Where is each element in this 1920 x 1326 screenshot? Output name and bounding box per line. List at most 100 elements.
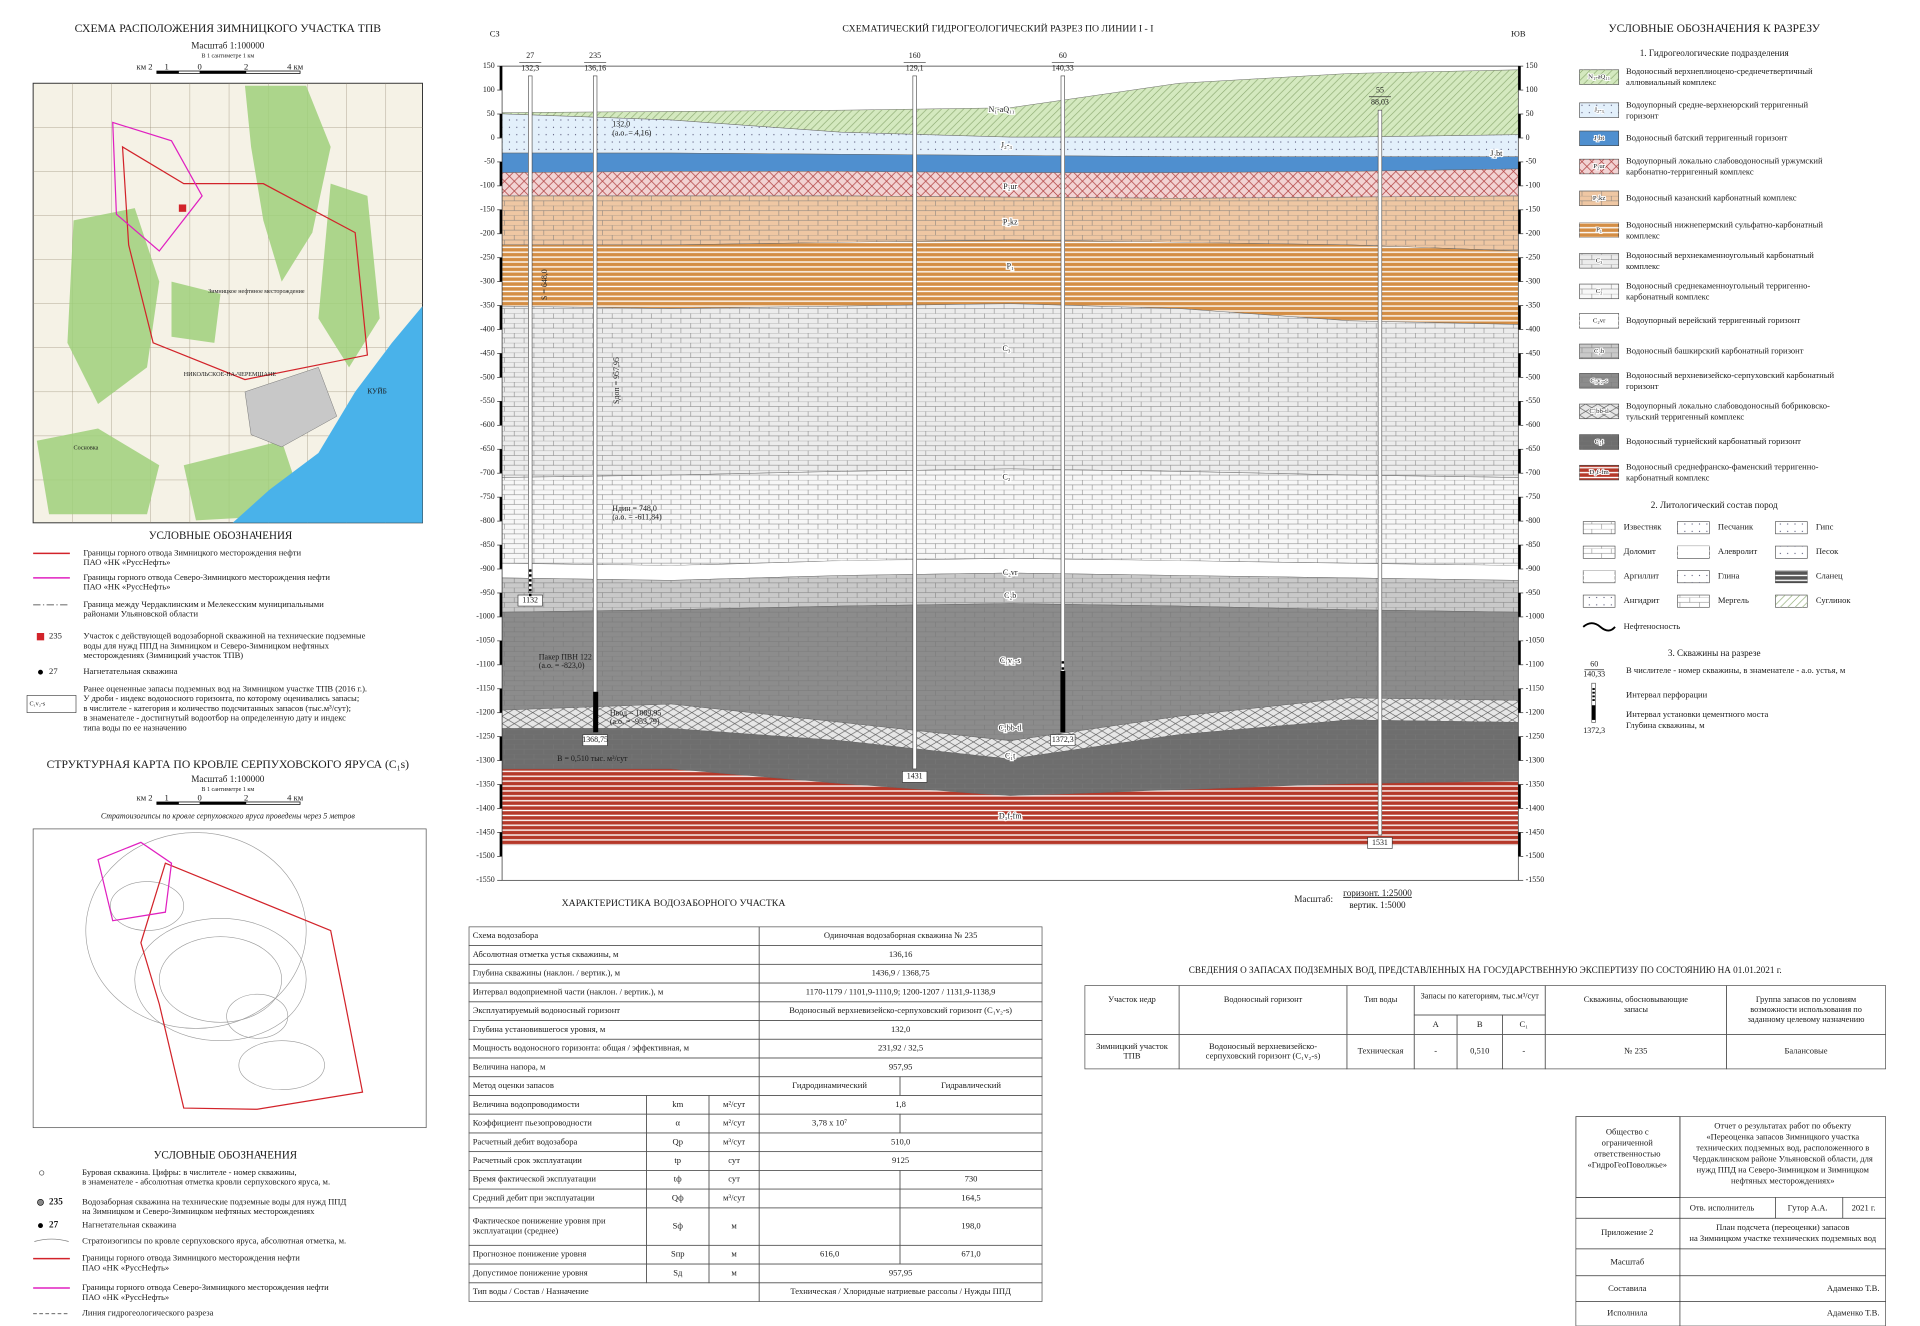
legend-text: Водоносный среднефранско-фаменский терри…: [1626, 462, 1819, 472]
axis-seg: [1518, 497, 1521, 522]
legend-symbol-label: 27: [49, 1220, 59, 1230]
legend-symbol: [39, 1170, 45, 1176]
stamp-report: нефтяных месторождениях»: [1731, 1175, 1835, 1185]
legend-text: Водоносный среднекаменноугольный терриге…: [1626, 280, 1810, 290]
elevation-label: -650: [1526, 444, 1541, 453]
license-boundary: [140, 862, 364, 1110]
stamp-frame: [1575, 1116, 1886, 1326]
stamp-org: ответственностью: [1594, 1149, 1661, 1159]
legend-text: Водоносный турнейский карбонатный горизо…: [1626, 436, 1801, 446]
section-annotation: Sдоп = 957,95: [612, 357, 621, 404]
legend-code: C₂: [1596, 288, 1603, 295]
table-header: Участок недр: [1108, 995, 1156, 1004]
elevation-label: -750: [480, 492, 495, 501]
axis-seg: [1518, 114, 1521, 138]
layer-texture: [502, 697, 1519, 760]
elevation-label: -1550: [476, 875, 495, 884]
well: [912, 75, 917, 770]
table-value: tф: [674, 1174, 682, 1184]
scale-bar-label: 2: [244, 61, 248, 71]
layer-label: C₁v₂-s: [1000, 656, 1021, 665]
elevation-label: -900: [480, 564, 495, 573]
elevation-label: -50: [1526, 157, 1537, 166]
axis-seg: [1518, 832, 1521, 857]
lithology-texture: [1583, 595, 1616, 608]
lithology-texture: [1583, 570, 1616, 583]
stamp-report: Чердаклинском районе Ульяновской области…: [1693, 1153, 1873, 1163]
well-elevation: 140,33: [1052, 63, 1074, 72]
elevation-label: 150: [1526, 61, 1538, 70]
elevation-label: -200: [480, 229, 495, 238]
legend-text: карбонатно-терригенный комплекс: [1626, 167, 1754, 177]
table-value: Sф: [673, 1221, 684, 1231]
layer-label: D₃f-fm: [999, 811, 1022, 820]
map-label: КУЙБ: [367, 386, 386, 395]
layer-texture: [502, 768, 1519, 845]
legend-code: C₂vr: [1593, 317, 1606, 324]
axis-seg: [1518, 305, 1521, 330]
legend-heading: 3. Скважины на разрезе: [1668, 648, 1761, 658]
elevation-label: -1250: [476, 731, 495, 740]
elevation-label: -1050: [1526, 636, 1545, 645]
contour: [238, 1040, 325, 1091]
map-note: Стратоизогипсы по кровле серпуховского я…: [101, 811, 356, 820]
legend-symbol: [26, 695, 77, 713]
legend-swatch-texture: [1579, 253, 1619, 269]
stamp-text: 2021 г.: [1852, 1202, 1876, 1212]
legend-symbol-label: C₁v₂-s: [29, 701, 45, 707]
scale-bar-label: км 2: [137, 61, 153, 71]
well: [1377, 109, 1383, 836]
section-annotation: В = 0,510 тыс. м³/сут: [557, 754, 628, 763]
elevation-label: -300: [1526, 276, 1541, 285]
table-header: Группа запасов по условиям: [1756, 995, 1857, 1004]
license-boundary-north: [112, 121, 203, 252]
axis-seg: [1518, 257, 1521, 282]
scale-vertical: вертик. 1:5000: [1349, 900, 1406, 910]
elevation-label: -1200: [476, 708, 495, 717]
well-number: 55: [1376, 85, 1384, 94]
section-annotation: 132,0: [612, 120, 630, 129]
legend-text: районами Ульяновской области: [83, 609, 198, 619]
map-label: НИКОЛЬСКОЕ-НА-ЧЕРЕМШАНЕ: [184, 372, 277, 378]
section-annotation: (а.о. = -953,79): [610, 717, 660, 726]
elevation-label: -600: [480, 420, 495, 429]
lithology-texture: [1775, 570, 1808, 583]
table-value: 510,0: [891, 1136, 910, 1146]
axis-seg: [1518, 161, 1521, 186]
perforation: [1061, 679, 1065, 682]
elevation-label: 50: [1526, 109, 1534, 118]
well-depth: 1368,75: [582, 735, 608, 744]
elevation-label: -300: [480, 276, 495, 285]
legend-text: Границы горного отвода Зимницкого местор…: [82, 1253, 300, 1263]
elevation-label: 50: [487, 109, 495, 118]
map-scale-note: В 1 сантиметре 1 км: [201, 54, 254, 60]
lithology-label: Нефтеносность: [1624, 621, 1681, 631]
structure-map: [32, 828, 427, 1129]
legend-text: Водоупорный локально слабоводоносный боб…: [1626, 400, 1830, 410]
stamp-report: Отчет о результатах работ по объекту: [1714, 1120, 1852, 1130]
scale-bar-label: 0: [198, 61, 202, 71]
layer-texture: [502, 603, 1519, 741]
axis-seg: [499, 114, 503, 138]
legend-text: Буровая скважина. Цифры: в числителе - н…: [82, 1167, 297, 1177]
well-symbol: [178, 204, 187, 212]
elevation-label: -1500: [1526, 851, 1545, 860]
table-value: 957,95: [889, 1267, 913, 1277]
table-text: Абсолютная отметка устья скважины, м: [473, 949, 619, 959]
legend-code: C₂b: [1594, 348, 1605, 355]
stamp-report: «Переоценка запасов Зимницкого участка: [1706, 1131, 1859, 1141]
legend-text: Нагнетательная скважина: [83, 666, 177, 676]
stamp-text: Масштаб: [1610, 1256, 1644, 1266]
table-value: Одиночная водозаборная скважина № 235: [824, 930, 978, 940]
lithology-label: Сланец: [1816, 571, 1843, 581]
elevation-label: -250: [480, 253, 495, 262]
elevation-label: -1000: [1526, 612, 1545, 621]
stamp-text: Отв. исполнитель: [1690, 1202, 1755, 1212]
table-value: Техническая: [1358, 1046, 1404, 1056]
legend-swatch-texture: [1579, 404, 1619, 419]
table-value: Sд: [673, 1267, 683, 1277]
lithology-label: Алевролит: [1718, 546, 1758, 556]
layer-label: J₂-₃: [1001, 141, 1012, 150]
legend-symbol: [38, 669, 43, 675]
